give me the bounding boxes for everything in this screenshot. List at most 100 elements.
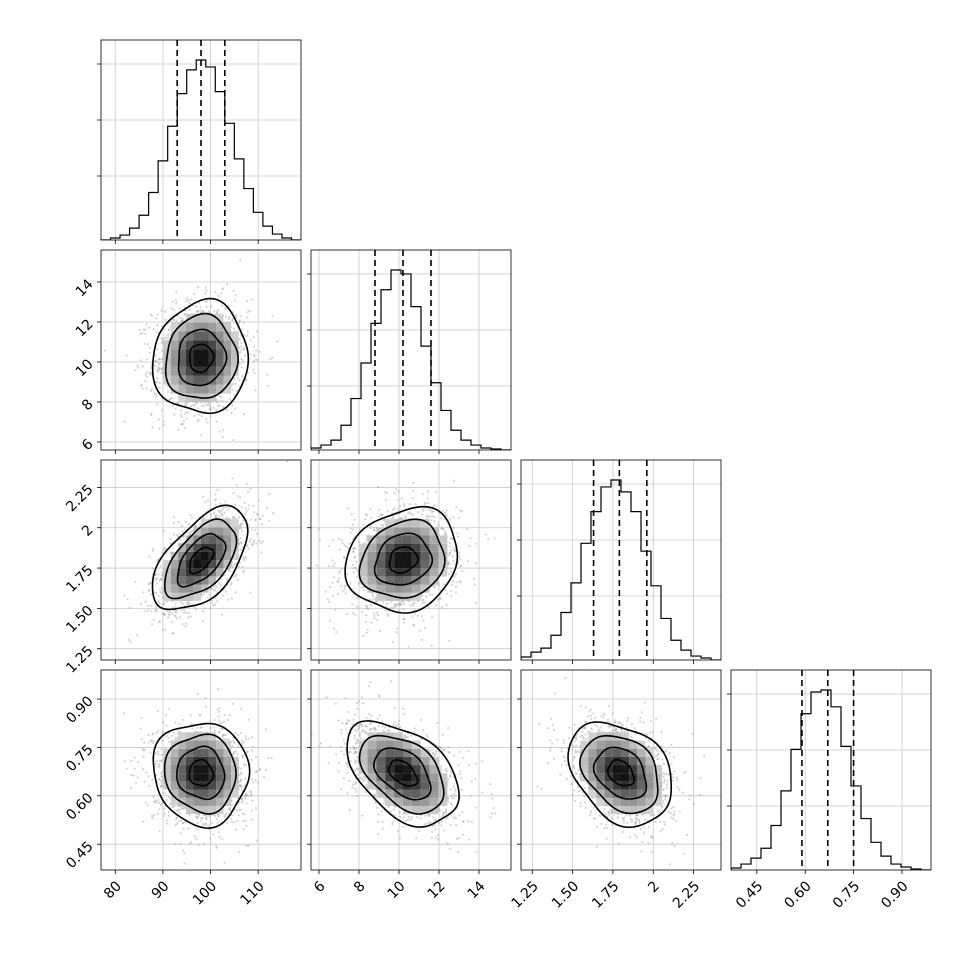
- sample-point: [395, 631, 397, 633]
- sample-point: [148, 555, 150, 557]
- sample-point: [209, 416, 211, 418]
- sample-point: [461, 570, 463, 572]
- sample-point: [198, 414, 200, 416]
- sample-point: [369, 508, 371, 510]
- sample-point: [352, 529, 354, 531]
- sample-point: [215, 498, 217, 500]
- sample-point: [185, 612, 187, 614]
- sample-point: [421, 599, 423, 601]
- sample-point: [255, 349, 257, 351]
- sample-point: [188, 612, 190, 614]
- sample-point: [239, 497, 241, 499]
- sample-point: [155, 578, 157, 580]
- density-cell: [403, 585, 412, 593]
- sample-point: [354, 547, 356, 549]
- sample-point: [449, 518, 451, 520]
- sample-point: [156, 377, 158, 379]
- sample-point: [387, 510, 389, 512]
- sample-point: [449, 542, 451, 544]
- sample-point: [382, 601, 384, 603]
- sample-point: [168, 329, 170, 331]
- sample-point: [272, 512, 274, 514]
- sample-point: [414, 613, 416, 615]
- sample-point: [191, 517, 193, 519]
- sample-point: [158, 573, 160, 575]
- panel-content: [124, 461, 289, 643]
- sample-point: [241, 530, 243, 532]
- sample-point: [439, 597, 441, 599]
- sample-point: [240, 527, 242, 529]
- sample-point: [414, 503, 416, 505]
- sample-point: [231, 404, 233, 406]
- sample-point: [308, 596, 310, 598]
- sample-point: [341, 542, 343, 544]
- sample-point: [232, 740, 234, 742]
- sample-point: [453, 516, 455, 518]
- sample-point: [361, 611, 363, 613]
- sample-point: [225, 316, 227, 318]
- sample-point: [155, 395, 157, 397]
- sample-point: [225, 308, 227, 310]
- sample-point: [168, 815, 170, 817]
- sample-point: [240, 542, 242, 544]
- sample-point: [422, 510, 424, 512]
- sample-point: [200, 434, 202, 436]
- sample-point: [157, 600, 159, 602]
- sample-point: [401, 497, 403, 499]
- sample-point: [249, 310, 251, 312]
- sample-point: [240, 349, 242, 351]
- sample-point: [140, 603, 142, 605]
- sample-point: [223, 506, 225, 508]
- sample-point: [183, 314, 185, 316]
- sample-point: [164, 628, 166, 630]
- sample-point: [346, 613, 348, 615]
- density-cell: [421, 552, 430, 560]
- sample-point: [161, 368, 163, 370]
- sample-point: [175, 824, 177, 826]
- sample-point: [189, 302, 191, 304]
- sample-point: [329, 619, 331, 621]
- sample-point: [184, 412, 186, 414]
- sample-point: [410, 513, 412, 515]
- sample-point: [457, 535, 459, 537]
- sample-point: [459, 510, 461, 512]
- density-cell: [209, 323, 217, 332]
- sample-point: [104, 349, 106, 351]
- sample-point: [437, 599, 439, 601]
- sample-point: [179, 308, 181, 310]
- sample-point: [222, 436, 224, 438]
- sample-point: [347, 547, 349, 549]
- sample-point: [178, 429, 180, 431]
- sample-point: [393, 604, 395, 606]
- density-cell: [178, 576, 186, 584]
- sample-point: [210, 727, 212, 729]
- sample-point: [435, 491, 437, 493]
- sample-point: [223, 738, 225, 740]
- sample-point: [193, 293, 195, 295]
- sample-point: [175, 299, 177, 301]
- sample-point: [214, 730, 216, 732]
- density-cell: [171, 349, 179, 358]
- sample-point: [394, 492, 396, 494]
- sample-point: [448, 573, 450, 575]
- sample-point: [352, 524, 354, 526]
- sample-point: [183, 427, 185, 429]
- density-cell: [178, 331, 186, 340]
- sample-point: [156, 348, 158, 350]
- sample-point: [374, 597, 376, 599]
- sample-point: [203, 607, 205, 609]
- sample-point: [187, 523, 189, 525]
- sample-point: [333, 628, 335, 630]
- sample-point: [153, 619, 155, 621]
- sample-point: [159, 387, 161, 389]
- sample-point: [238, 566, 240, 568]
- sample-point: [378, 516, 380, 518]
- sample-point: [156, 403, 158, 405]
- sample-point: [227, 719, 229, 721]
- sample-point: [409, 511, 411, 513]
- sample-point: [167, 616, 169, 618]
- sample-point: [175, 291, 177, 293]
- sample-point: [242, 361, 244, 363]
- sample-point: [144, 780, 146, 782]
